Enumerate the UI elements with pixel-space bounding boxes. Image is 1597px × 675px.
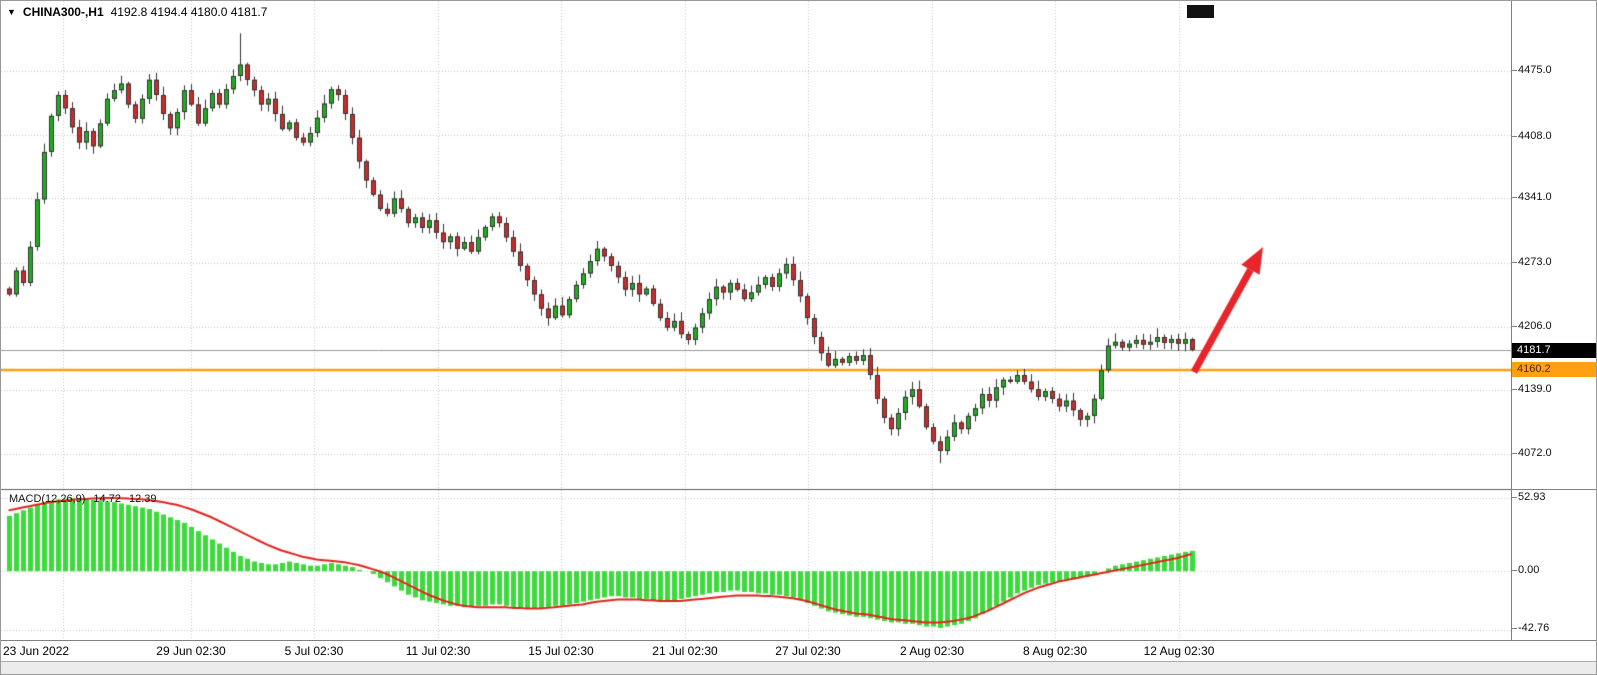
chart-header: ▼ CHINA300-,H1 4192.8 4194.4 4180.0 4181… bbox=[7, 5, 267, 19]
macd-tick: -42.76 bbox=[1511, 622, 1550, 634]
time-axis[interactable]: 23 Jun 2022 29 Jun 02:30 5 Jul 02:30 11 … bbox=[1, 641, 1596, 661]
date-label: 21 Jul 02:30 bbox=[652, 644, 718, 658]
price-tick: 4206.0 bbox=[1512, 320, 1552, 332]
price-tick: 4139.0 bbox=[1512, 383, 1552, 395]
date-label: 12 Aug 02:30 bbox=[1143, 644, 1215, 658]
date-label: 29 Jun 02:30 bbox=[156, 644, 226, 658]
macd-signal-value: 12.39 bbox=[128, 493, 157, 505]
price-tick: 4408.0 bbox=[1512, 130, 1552, 142]
date-label: 2 Aug 02:30 bbox=[899, 644, 965, 658]
date-label: 5 Jul 02:30 bbox=[284, 644, 344, 658]
chart-shift-marker[interactable] bbox=[1187, 5, 1214, 18]
date-label: 11 Jul 02:30 bbox=[405, 644, 471, 658]
price-tick: 4475.0 bbox=[1512, 64, 1552, 76]
macd-main-value: 14.72 bbox=[93, 493, 121, 505]
price-axis-border bbox=[1511, 1, 1512, 641]
symbol-period-label: CHINA300-,H1 bbox=[22, 5, 104, 19]
date-label: 8 Aug 02:30 bbox=[1022, 644, 1088, 658]
price-chart-canvas[interactable] bbox=[1, 1, 1511, 641]
macd-indicator-label: MACD(12,26,9) 14.72 12.39 bbox=[9, 493, 156, 505]
price-tick: 4341.0 bbox=[1512, 191, 1552, 203]
timeline-separator bbox=[1, 640, 1596, 641]
date-label: 23 Jun 2022 bbox=[3, 644, 70, 658]
symbol-dropdown-icon[interactable]: ▼ bbox=[7, 7, 16, 17]
macd-name: MACD(12,26,9) bbox=[9, 493, 86, 505]
price-tick: 4273.0 bbox=[1512, 256, 1552, 268]
ohlc-values: 4192.8 4194.4 4180.0 4181.7 bbox=[110, 5, 268, 19]
window-bottom-edge bbox=[1, 661, 1596, 674]
current-price-tag: 4181.7 bbox=[1512, 343, 1596, 358]
macd-tick: 52.93 bbox=[1512, 491, 1546, 503]
orange-line-price-tag: 4160.2 bbox=[1512, 362, 1596, 377]
date-label: 15 Jul 02:30 bbox=[528, 644, 594, 658]
macd-tick: 0.00 bbox=[1511, 564, 1540, 576]
price-tick: 4072.0 bbox=[1512, 447, 1552, 459]
date-label: 27 Jul 02:30 bbox=[775, 644, 841, 658]
panel-separator[interactable] bbox=[1, 489, 1596, 490]
